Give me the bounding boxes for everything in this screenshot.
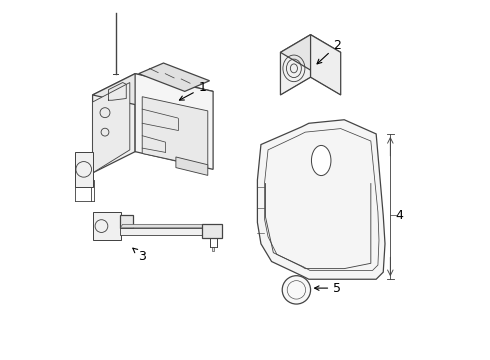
Polygon shape <box>139 63 210 91</box>
Ellipse shape <box>312 145 331 176</box>
Polygon shape <box>120 215 133 228</box>
Polygon shape <box>93 212 121 240</box>
Polygon shape <box>202 224 222 238</box>
Text: 4: 4 <box>395 209 403 222</box>
Polygon shape <box>311 35 341 95</box>
Circle shape <box>282 276 311 304</box>
Polygon shape <box>142 97 208 168</box>
Polygon shape <box>75 152 93 187</box>
Polygon shape <box>176 157 208 175</box>
Polygon shape <box>257 120 385 279</box>
Polygon shape <box>93 74 213 113</box>
Text: 3: 3 <box>133 248 146 263</box>
Text: 2: 2 <box>317 39 341 64</box>
Polygon shape <box>120 228 204 235</box>
Polygon shape <box>280 35 341 70</box>
Polygon shape <box>135 74 213 169</box>
Polygon shape <box>93 74 135 173</box>
Polygon shape <box>280 35 311 95</box>
Polygon shape <box>212 247 214 251</box>
Polygon shape <box>93 82 130 173</box>
Text: 1: 1 <box>179 81 206 100</box>
Text: 5: 5 <box>315 282 341 294</box>
Polygon shape <box>120 224 206 228</box>
